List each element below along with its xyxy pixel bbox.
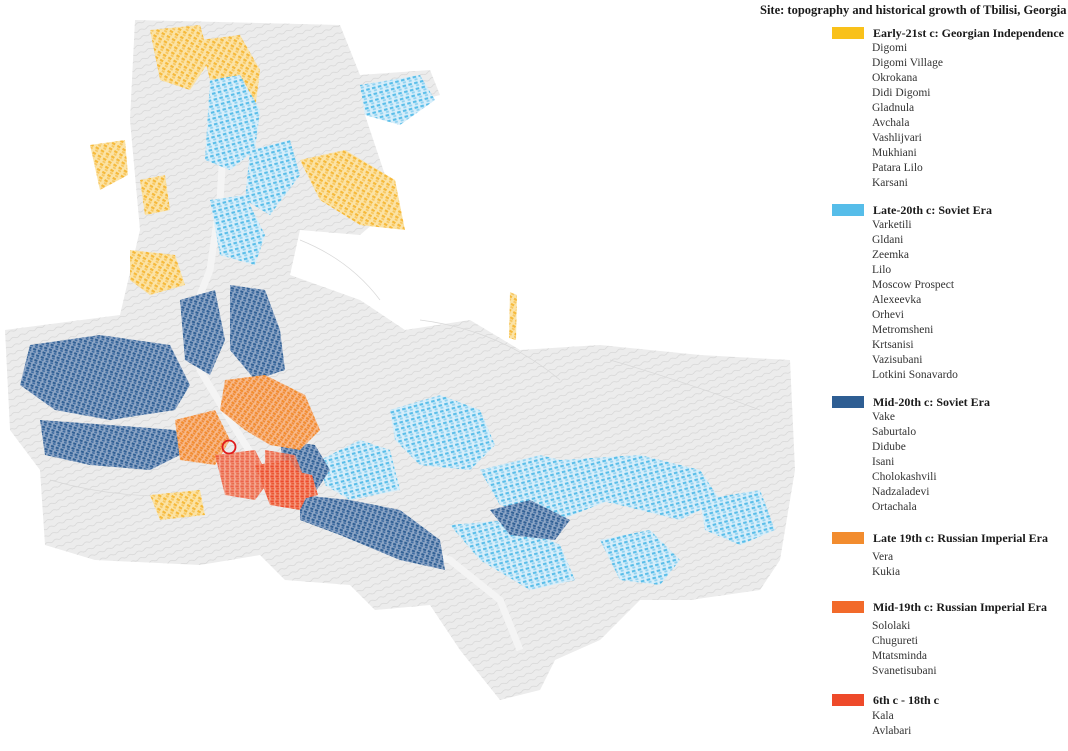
- legend-swatch: [832, 27, 864, 39]
- district-metromsheni: [560, 455, 720, 520]
- legend-item: Nadzaladevi: [872, 486, 930, 498]
- legend-item: Vera: [872, 551, 894, 563]
- district-avlabari: [290, 470, 318, 500]
- city-map: [5, 20, 795, 700]
- legend-item: Varketili: [872, 219, 912, 231]
- district-moscow-prospect: [320, 440, 400, 500]
- map-title: Site: topography and historical growth o…: [760, 3, 1067, 17]
- legend-item: Okrokana: [872, 72, 918, 84]
- legend-item: Gladnula: [872, 102, 915, 114]
- legend-item: Vazisubani: [872, 354, 923, 366]
- district-vake: [40, 420, 190, 470]
- legend-item: Avchala: [872, 117, 910, 129]
- legend-group-early-21st: Early-21st c: Georgian Independence Digo…: [832, 26, 1066, 191]
- legend-group-6th-18th: 6th c - 18th c Kala Avlabari: [832, 693, 1066, 739]
- district-nadzaladevi: [180, 290, 225, 375]
- legend-item: Gldani: [872, 234, 904, 246]
- legend-item: Krtsanisi: [872, 339, 914, 351]
- district-ortachala: [490, 500, 570, 540]
- legend-item: Lilo: [872, 264, 892, 276]
- legend-item: Kala: [872, 710, 894, 722]
- district-vazisubani: [600, 530, 680, 585]
- legend-item: Kukia: [872, 566, 901, 578]
- zone-mid-20th-century: [20, 285, 570, 570]
- legend-item: Digomi: [872, 42, 908, 54]
- district-avchala: [300, 150, 405, 230]
- district-didi-digomi: [140, 175, 170, 215]
- zone-late-20th-century: [205, 75, 775, 590]
- legend-item: Lotkini Sonavardo: [872, 369, 958, 381]
- district-kukia: [175, 410, 230, 465]
- legend-item: Mtatsminda: [872, 650, 927, 662]
- legend-item: Mukhiani: [872, 147, 917, 159]
- legend-item: Avlabari: [872, 725, 912, 737]
- legend-item: Sololaki: [872, 620, 911, 632]
- legend-group-mid-19th: Mid-19th c: Russian Imperial Era Sololak…: [832, 600, 1066, 679]
- legend-item: Didi Digomi: [872, 87, 931, 99]
- mountain-ridge: [49, 239, 761, 497]
- legend-item: Cholokashvili: [872, 471, 937, 483]
- legend-group-late-19th: Late 19th c: Russian Imperial Era Vera K…: [832, 531, 1066, 580]
- zone-early-21st-century: [90, 25, 517, 520]
- legend-item: Alexeevka: [872, 294, 922, 306]
- legend-item: Vashlijvari: [872, 132, 922, 144]
- district-saburtalo: [20, 335, 190, 420]
- district-lotkini: [700, 490, 775, 545]
- district-varketili: [360, 75, 435, 125]
- district-vera: [220, 375, 320, 450]
- legend-swatch: [832, 396, 864, 408]
- district-sololaki: [215, 450, 270, 500]
- district-isani: [300, 495, 445, 570]
- zone-late-19th-century: [175, 375, 320, 465]
- district-okrokana: [90, 140, 128, 190]
- legend-item: Isani: [872, 456, 895, 468]
- legend-item: Ortachala: [872, 501, 917, 513]
- legend-label: Mid-20th c: Soviet Era: [873, 394, 990, 409]
- legend-item: Vake: [872, 411, 895, 423]
- district-patara-lilo: [509, 292, 517, 340]
- legend-group-mid-20th: Mid-20th c: Soviet Era Vake Saburtalo Di…: [832, 395, 1066, 515]
- legend-label: Early-21st c: Georgian Independence: [873, 25, 1064, 40]
- legend-swatch: [832, 601, 864, 613]
- district-zeemka: [245, 140, 300, 215]
- site-marker[interactable]: [221, 439, 237, 455]
- legend: Early-21st c: Georgian Independence Digo…: [832, 26, 1066, 751]
- district-lilo: [210, 195, 265, 265]
- legend-item: Chugureti: [872, 635, 918, 647]
- district-digomi-north: [150, 25, 210, 90]
- legend-item: Patara Lilo: [872, 162, 923, 174]
- legend-label: 6th c - 18th c: [873, 692, 939, 707]
- legend-label: Late-20th c: Soviet Era: [873, 202, 992, 217]
- district-didube: [230, 285, 285, 380]
- district-gldani: [205, 75, 260, 170]
- terrain-layer: [5, 20, 795, 700]
- legend-label: Late 19th c: Russian Imperial Era: [873, 530, 1048, 545]
- zone-6th-18th-century: [255, 460, 318, 510]
- legend-item: Orhevi: [872, 309, 904, 321]
- district-karsani: [150, 490, 205, 520]
- legend-item: Zeemka: [872, 249, 910, 261]
- legend-item: Didube: [872, 441, 906, 453]
- legend-swatch: [832, 694, 864, 706]
- legend-swatch: [832, 204, 864, 216]
- legend-item: Moscow Prospect: [872, 279, 955, 291]
- legend-group-late-20th: Late-20th c: Soviet Era Varketili Gldani…: [832, 203, 1066, 383]
- district-vashlijvari: [130, 250, 185, 295]
- legend-item: Svanetisubani: [872, 665, 937, 677]
- legend-swatch: [832, 532, 864, 544]
- legend-item: Digomi Village: [872, 57, 943, 69]
- legend-item: Metromsheni: [872, 324, 934, 336]
- terrain-contours: [5, 20, 795, 700]
- legend-item: Karsani: [872, 177, 908, 189]
- legend-label: Mid-19th c: Russian Imperial Era: [873, 599, 1047, 614]
- legend-item: Saburtalo: [872, 426, 917, 438]
- district-sonavardo: [430, 415, 470, 450]
